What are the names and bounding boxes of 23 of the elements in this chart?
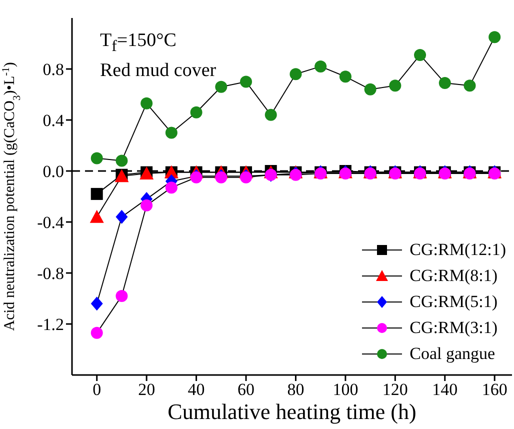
legend-label: CG:RM(12:1)	[410, 240, 506, 260]
x-tick-label: 120	[382, 380, 408, 400]
x-tick-label: 160	[482, 380, 508, 400]
x-tick-label: 20	[138, 380, 156, 400]
legend-label: CG:RM(8:1)	[410, 266, 498, 286]
annotation: T$_{f}$=150°C	[100, 30, 176, 56]
x-tick-label: 80	[287, 380, 304, 400]
x-tick-label: 40	[188, 380, 205, 400]
y-tick-label: -0.4	[37, 213, 64, 232]
x-tick-label: 60	[238, 380, 255, 400]
y-tick-label: -1.2	[37, 315, 64, 334]
y-tick-label: -0.8	[37, 264, 64, 284]
x-tick-label: 0	[92, 380, 102, 400]
y-tick-label: 0.4	[42, 111, 64, 130]
legend-label: CG:RM(3:1)	[410, 318, 498, 338]
y-tick-label: 0.8	[42, 60, 64, 80]
y-tick-label: 0.0	[42, 162, 64, 182]
x-tick-label: 100	[332, 380, 358, 400]
x-axis-title: Cumulative heating time (h)	[168, 399, 416, 424]
annotation: Red mud cover	[100, 60, 216, 82]
x-tick-label: 140	[432, 380, 458, 400]
legend-label: Coal gangue	[410, 344, 496, 364]
legend-label: CG:RM(5:1)	[410, 292, 498, 312]
